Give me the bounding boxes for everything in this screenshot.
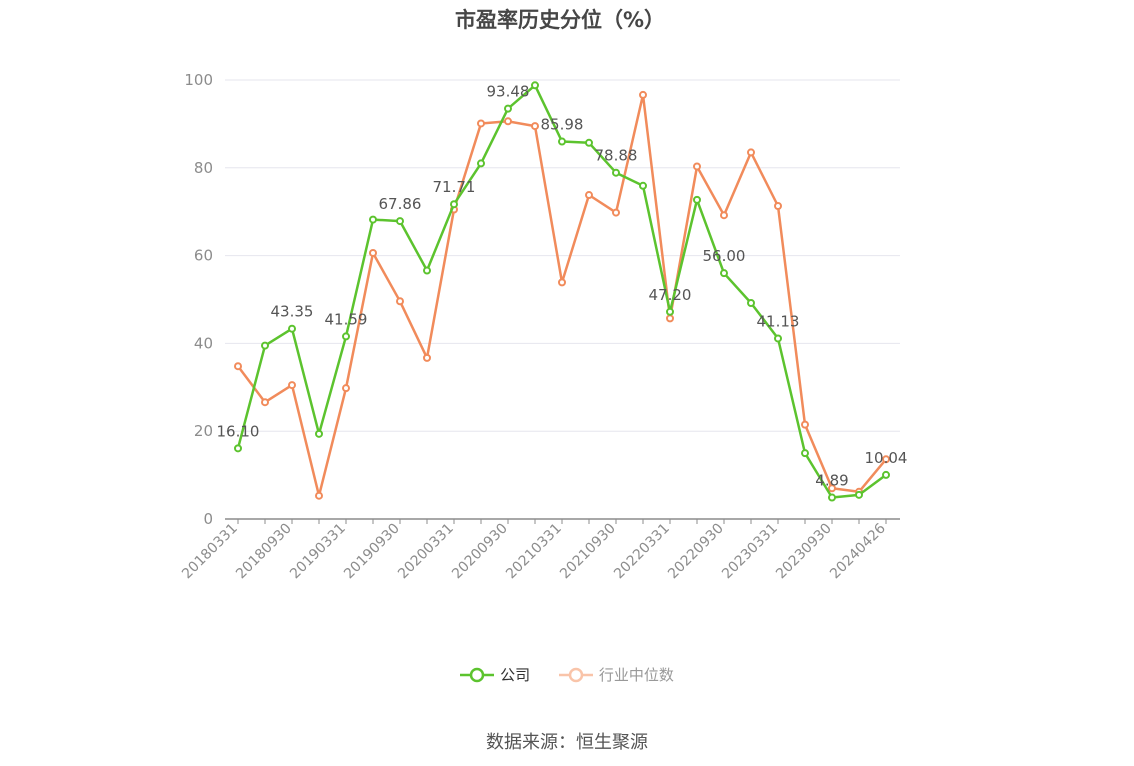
series-company [234, 81, 890, 502]
data-point[interactable] [693, 162, 701, 171]
data-point[interactable] [747, 299, 755, 308]
data-point[interactable] [369, 215, 377, 224]
x-tick-label: 20200331 [395, 521, 457, 583]
data-point[interactable] [639, 90, 647, 99]
data-point[interactable] [342, 332, 350, 341]
data-point[interactable] [558, 278, 566, 287]
data-point[interactable] [855, 490, 863, 499]
data-label: 56.00 [703, 247, 746, 265]
data-point[interactable] [666, 314, 674, 323]
data-point[interactable] [558, 137, 566, 146]
y-axis-ticks: 0 20 40 60 80 100 [184, 71, 213, 528]
data-point[interactable] [801, 420, 809, 429]
legend-item-industry[interactable]: 行业中位数 [558, 664, 674, 685]
x-tick-label: 20210331 [503, 521, 565, 583]
chart-title: 市盈率历史分位（%） [454, 8, 666, 32]
legend-item-company[interactable]: 公司 [460, 664, 530, 685]
legend-industry-label: 行业中位数 [598, 666, 674, 684]
data-point[interactable] [882, 455, 890, 464]
data-point[interactable] [666, 307, 674, 316]
series-industry [234, 90, 890, 500]
series-line [237, 93, 887, 497]
data-point[interactable] [720, 269, 728, 278]
data-point[interactable] [396, 297, 404, 306]
data-point[interactable] [639, 181, 647, 190]
data-point[interactable] [288, 381, 296, 390]
x-tick-label: 20190331 [287, 521, 349, 583]
data-point[interactable] [693, 195, 701, 204]
data-point[interactable] [504, 104, 512, 113]
legend-company-label: 公司 [500, 666, 531, 684]
data-label: 71.71 [433, 178, 476, 196]
y-tick-label: 40 [194, 334, 213, 352]
data-point[interactable] [342, 384, 350, 393]
data-point[interactable] [882, 470, 890, 479]
data-point[interactable] [612, 168, 620, 177]
data-label: 93.48 [487, 83, 530, 101]
data-point[interactable] [801, 449, 809, 458]
grid-lines [225, 79, 900, 432]
x-tick-label: 20210930 [557, 521, 619, 583]
x-axis-ticks: 2018033120180930201903312019093020200331… [179, 520, 889, 582]
data-point[interactable] [450, 200, 458, 209]
x-tick-label: 20190930 [341, 521, 403, 583]
data-point[interactable] [504, 117, 512, 126]
data-label: 47.20 [649, 286, 692, 304]
data-point[interactable] [315, 429, 323, 438]
data-point[interactable] [288, 324, 296, 333]
x-tick-label: 20230331 [719, 521, 781, 583]
data-label: 41.59 [325, 310, 368, 328]
x-tick-label: 20200930 [449, 521, 511, 583]
data-point[interactable] [531, 122, 539, 131]
data-point[interactable] [531, 81, 539, 90]
x-tick-label: 20180930 [233, 521, 295, 583]
data-label: 16.10 [217, 422, 260, 440]
data-point[interactable] [720, 211, 728, 220]
data-point[interactable] [585, 138, 593, 147]
y-tick-label: 0 [203, 510, 213, 528]
series-layer [234, 81, 890, 502]
line-chart: 0 20 40 60 80 100 201803312018093020190331201… [179, 71, 908, 582]
x-tick-label: 20230930 [773, 521, 835, 583]
legend: 公司 行业中位数 [0, 664, 1134, 687]
data-point[interactable] [261, 398, 269, 407]
data-point[interactable] [396, 217, 404, 226]
x-tick-label: 20220930 [665, 521, 727, 583]
data-point[interactable] [234, 444, 242, 453]
data-point[interactable] [261, 341, 269, 350]
data-label: 43.35 [271, 303, 314, 321]
data-point[interactable] [477, 119, 485, 128]
data-point[interactable] [315, 491, 323, 500]
legend-company-marker-icon [460, 667, 495, 682]
data-labels: 16.10 43.35 41.59 67.86 71.71 93.48 85.98 78.88… [217, 83, 908, 490]
legend-industry-marker-icon [558, 667, 593, 682]
data-label: 85.98 [541, 116, 584, 134]
data-point[interactable] [747, 148, 755, 157]
data-source: 数据来源：恒生聚源 [486, 732, 648, 753]
x-tick-label: 20180331 [179, 521, 241, 583]
data-point[interactable] [828, 493, 836, 502]
y-tick-label: 80 [194, 159, 213, 177]
data-label: 67.86 [379, 195, 422, 213]
data-point[interactable] [477, 159, 485, 168]
data-label: 4.89 [815, 472, 848, 490]
data-label: 78.88 [595, 147, 638, 165]
data-label: 41.13 [757, 312, 800, 330]
data-point[interactable] [585, 191, 593, 200]
y-tick-label: 20 [194, 422, 213, 440]
x-tick-label: 20240426 [827, 520, 889, 582]
data-point[interactable] [369, 248, 377, 257]
data-point[interactable] [774, 334, 782, 343]
y-tick-label: 60 [194, 247, 213, 265]
data-point[interactable] [234, 362, 242, 371]
x-axis [225, 518, 900, 524]
x-tick-label: 20220331 [611, 521, 673, 583]
data-point[interactable] [828, 484, 836, 493]
data-point[interactable] [612, 208, 620, 217]
data-label: 10.04 [865, 449, 908, 467]
y-tick-label: 100 [184, 71, 213, 89]
data-point[interactable] [774, 201, 782, 210]
data-point[interactable] [423, 266, 431, 275]
data-point[interactable] [423, 353, 431, 362]
